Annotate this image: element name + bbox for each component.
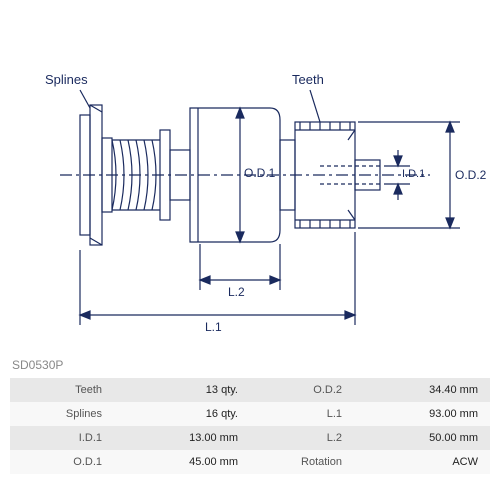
table-row: O.D.1 45.00 mm Rotation ACW <box>10 450 490 474</box>
spec-key: Rotation <box>250 450 350 474</box>
spec-key: Teeth <box>10 378 110 402</box>
spec-val: 13 qty. <box>110 378 250 402</box>
spec-key: L.2 <box>250 426 350 450</box>
splines-label: Splines <box>45 72 88 87</box>
spec-table: Teeth 13 qty. O.D.2 34.40 mm Splines 16 … <box>10 378 490 474</box>
part-number: SD0530P <box>12 358 63 372</box>
l2-label: L.2 <box>228 285 245 299</box>
id1-label: I.D.1 <box>402 168 425 180</box>
spec-key: L.1 <box>250 402 350 426</box>
od2-label: O.D.2 <box>455 168 486 182</box>
spec-key: I.D.1 <box>10 426 110 450</box>
od1-label: O.D.1 <box>244 166 275 180</box>
l1-label: L.1 <box>205 320 222 334</box>
spec-val: 16 qty. <box>110 402 250 426</box>
table-row: I.D.1 13.00 mm L.2 50.00 mm <box>10 426 490 450</box>
spec-val: 45.00 mm <box>110 450 250 474</box>
table-row: Splines 16 qty. L.1 93.00 mm <box>10 402 490 426</box>
spec-key: O.D.1 <box>10 450 110 474</box>
table-row: Teeth 13 qty. O.D.2 34.40 mm <box>10 378 490 402</box>
spec-val: 93.00 mm <box>350 402 490 426</box>
spec-val: 50.00 mm <box>350 426 490 450</box>
spec-val: 34.40 mm <box>350 378 490 402</box>
spec-val: 13.00 mm <box>110 426 250 450</box>
spec-key: O.D.2 <box>250 378 350 402</box>
spec-key: Splines <box>10 402 110 426</box>
spec-val: ACW <box>350 450 490 474</box>
teeth-label: Teeth <box>292 72 324 87</box>
technical-drawing: Splines Teeth O.D.1 I.D.1 O.D.2 L.2 L.1 <box>0 0 500 360</box>
